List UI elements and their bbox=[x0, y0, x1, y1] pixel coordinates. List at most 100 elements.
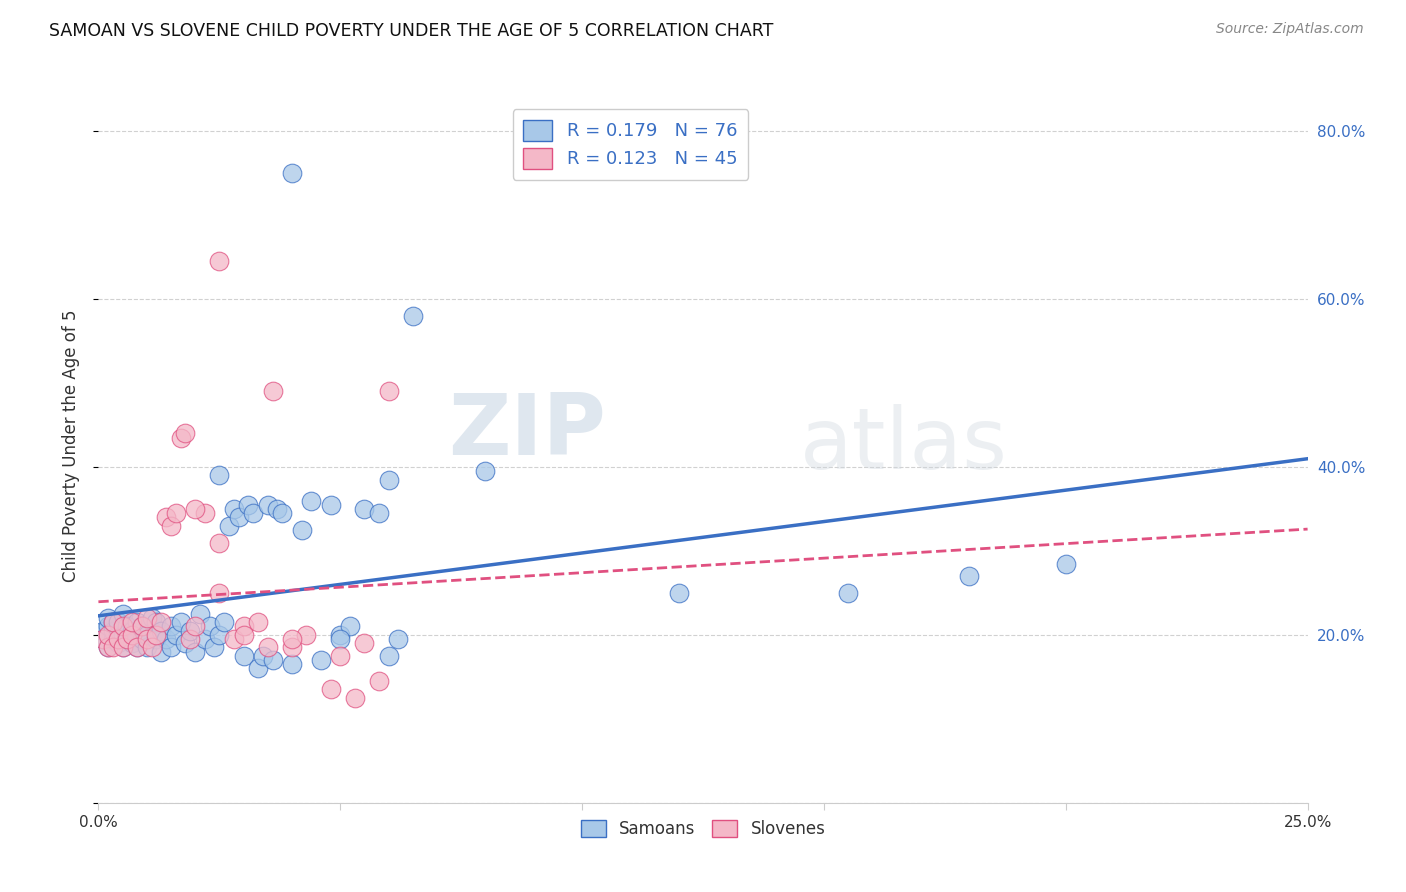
Point bbox=[101, 624, 124, 638]
Point bbox=[160, 518, 183, 533]
Point bbox=[256, 498, 278, 512]
Point bbox=[194, 632, 217, 646]
Point bbox=[121, 615, 143, 630]
Point bbox=[222, 502, 245, 516]
Point bbox=[252, 648, 274, 663]
Point bbox=[101, 632, 124, 646]
Point bbox=[97, 640, 120, 655]
Point bbox=[131, 619, 153, 633]
Point bbox=[208, 254, 231, 268]
Point bbox=[155, 632, 177, 646]
Point bbox=[155, 510, 177, 524]
Point bbox=[127, 640, 149, 655]
Point bbox=[329, 648, 352, 663]
Point bbox=[222, 632, 245, 646]
Point bbox=[145, 628, 167, 642]
Point bbox=[121, 636, 143, 650]
Point bbox=[169, 431, 191, 445]
Point bbox=[474, 464, 496, 478]
Point bbox=[668, 586, 690, 600]
Point bbox=[299, 493, 322, 508]
Point bbox=[256, 640, 278, 655]
Legend: Samoans, Slovenes: Samoans, Slovenes bbox=[574, 813, 832, 845]
Point bbox=[957, 569, 980, 583]
Text: atlas: atlas bbox=[800, 404, 1008, 488]
Point bbox=[266, 502, 288, 516]
Point bbox=[135, 640, 157, 655]
Point bbox=[97, 611, 120, 625]
Point bbox=[127, 615, 149, 630]
Point bbox=[208, 628, 231, 642]
Point bbox=[131, 632, 153, 646]
Point bbox=[281, 657, 304, 672]
Point bbox=[329, 632, 352, 646]
Point bbox=[145, 615, 167, 630]
Point bbox=[319, 682, 342, 697]
Point bbox=[290, 523, 312, 537]
Point bbox=[117, 619, 139, 633]
Point bbox=[107, 632, 129, 646]
Point bbox=[111, 640, 134, 655]
Text: ZIP: ZIP bbox=[449, 390, 606, 474]
Point bbox=[179, 624, 201, 638]
Point bbox=[101, 640, 124, 655]
Point bbox=[262, 653, 284, 667]
Point bbox=[135, 611, 157, 625]
Point bbox=[194, 506, 217, 520]
Point bbox=[111, 607, 134, 621]
Point bbox=[208, 535, 231, 549]
Point bbox=[165, 628, 187, 642]
Point bbox=[150, 645, 173, 659]
Point bbox=[121, 624, 143, 638]
Point bbox=[309, 653, 332, 667]
Point bbox=[319, 498, 342, 512]
Point bbox=[353, 636, 375, 650]
Point bbox=[204, 640, 226, 655]
Point bbox=[339, 619, 361, 633]
Point bbox=[121, 628, 143, 642]
Text: Source: ZipAtlas.com: Source: ZipAtlas.com bbox=[1216, 22, 1364, 37]
Point bbox=[179, 632, 201, 646]
Point bbox=[368, 506, 391, 520]
Point bbox=[329, 628, 352, 642]
Point bbox=[117, 632, 139, 646]
Point bbox=[1054, 557, 1077, 571]
Point bbox=[247, 615, 270, 630]
Point bbox=[107, 636, 129, 650]
Point bbox=[353, 502, 375, 516]
Point bbox=[228, 510, 250, 524]
Point bbox=[232, 628, 254, 642]
Point bbox=[91, 632, 114, 646]
Point bbox=[165, 506, 187, 520]
Point bbox=[107, 628, 129, 642]
Point bbox=[111, 628, 134, 642]
Point bbox=[107, 615, 129, 630]
Point bbox=[295, 628, 318, 642]
Point bbox=[232, 619, 254, 633]
Point bbox=[198, 619, 221, 633]
Point bbox=[160, 619, 183, 633]
Point bbox=[218, 518, 240, 533]
Point bbox=[101, 615, 124, 630]
Point bbox=[135, 628, 157, 642]
Point bbox=[150, 615, 173, 630]
Point bbox=[101, 615, 124, 630]
Point bbox=[368, 674, 391, 689]
Point bbox=[281, 166, 304, 180]
Point bbox=[377, 473, 399, 487]
Point bbox=[174, 426, 197, 441]
Point bbox=[242, 506, 264, 520]
Point bbox=[97, 619, 120, 633]
Point bbox=[97, 640, 120, 655]
Point bbox=[208, 468, 231, 483]
Point bbox=[232, 648, 254, 663]
Point bbox=[184, 645, 207, 659]
Point bbox=[343, 690, 366, 705]
Point bbox=[131, 619, 153, 633]
Point bbox=[111, 640, 134, 655]
Point bbox=[174, 636, 197, 650]
Point bbox=[281, 640, 304, 655]
Point bbox=[141, 640, 163, 655]
Point bbox=[91, 632, 114, 646]
Point bbox=[212, 615, 235, 630]
